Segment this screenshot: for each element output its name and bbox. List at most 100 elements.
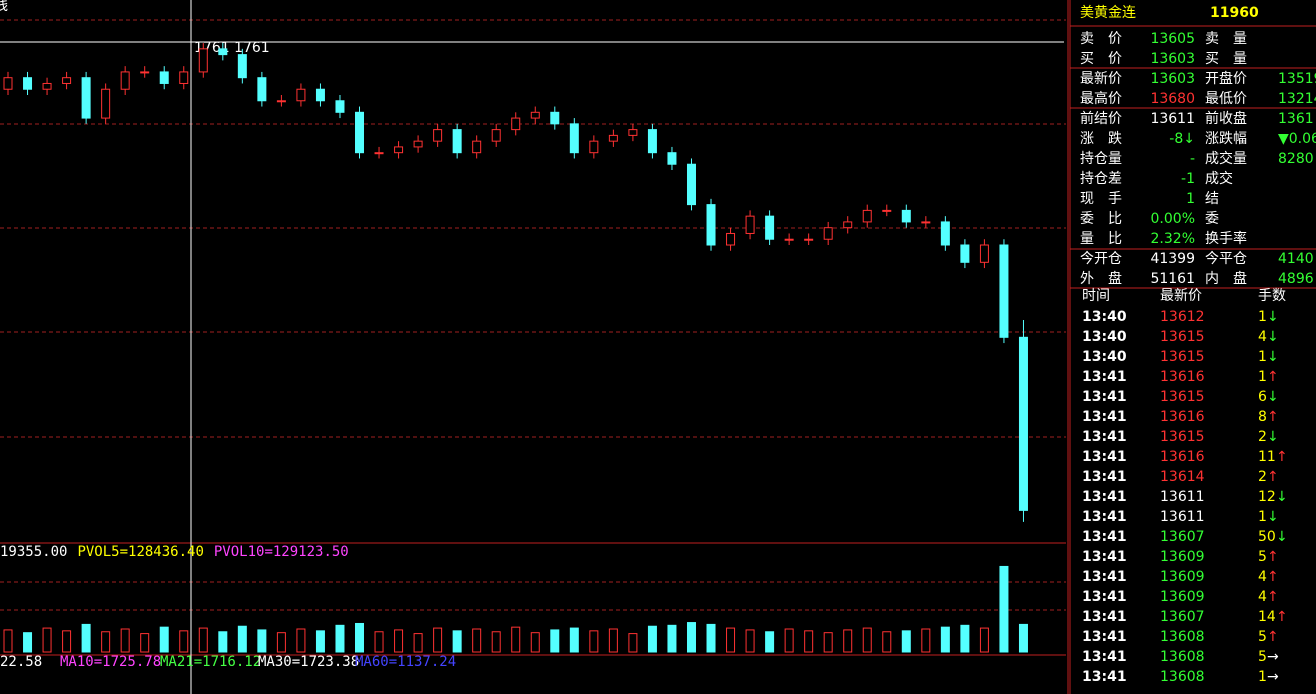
trade-qty: 11: [1258, 449, 1276, 465]
quote-label: 今平仓: [1205, 251, 1247, 267]
quote-value: 4140: [1278, 251, 1314, 267]
corner-label: 线: [0, 0, 8, 14]
quote-value: 13605: [1150, 31, 1195, 47]
quote-value: 13603: [1150, 51, 1195, 67]
candle-body: [589, 140, 599, 154]
candle-body: [882, 209, 892, 212]
quote-value: 13214: [1278, 91, 1316, 107]
candle-body: [843, 221, 853, 229]
volume-bar: [159, 626, 169, 653]
volume-bar: [530, 632, 540, 653]
trade-time: 13:41: [1082, 509, 1127, 525]
trade-time: 13:41: [1082, 369, 1127, 385]
quote-label: 买 量: [1205, 51, 1247, 67]
trade-time: 13:41: [1082, 569, 1127, 585]
candle-body: [62, 77, 72, 84]
candle-body: [784, 238, 794, 241]
quote-label: 成交量: [1205, 150, 1247, 167]
trade-qty: 4: [1258, 589, 1267, 605]
volume-label: PVOL5=128436.40: [77, 544, 203, 560]
candle-body: [530, 111, 540, 119]
trade-dir: ↑: [1267, 549, 1279, 565]
trade-dir: ↓: [1267, 349, 1279, 365]
quote-label: 成交: [1205, 170, 1233, 187]
candle-body: [765, 215, 775, 240]
trade-qty: 1: [1258, 369, 1267, 385]
volume-bar: [550, 629, 560, 653]
volume-bar: [862, 627, 872, 653]
candle-body: [433, 129, 443, 142]
candle-body: [628, 129, 638, 136]
quote-value: 13603: [1150, 71, 1195, 87]
quote-label: 卖 价: [1080, 31, 1122, 47]
trade-header: 时间: [1082, 288, 1110, 304]
trade-price: 13616: [1160, 369, 1205, 385]
candle-body: [335, 100, 345, 113]
candle-body: [374, 152, 384, 155]
quote-label: 今开仓: [1080, 251, 1122, 267]
trade-dir: ↑: [1276, 609, 1288, 625]
volume-bar: [296, 628, 306, 653]
trade-qty: 5: [1258, 629, 1267, 645]
volume-bar: [81, 623, 91, 653]
trade-price: 13612: [1160, 309, 1205, 325]
trade-time: 13:41: [1082, 629, 1127, 645]
trade-time: 13:41: [1082, 469, 1127, 485]
trade-qty: 1: [1258, 669, 1267, 685]
trade-time: 13:41: [1082, 649, 1127, 665]
quote-value: -: [1190, 151, 1195, 167]
trade-dir: ↓: [1267, 389, 1279, 405]
trade-time: 13:41: [1082, 489, 1127, 505]
trade-time: 13:41: [1082, 449, 1127, 465]
quote-value: 13611: [1150, 111, 1195, 127]
quote-label: 量 比: [1080, 231, 1122, 247]
candle-body: [159, 71, 169, 84]
trade-price: 13616: [1160, 409, 1205, 425]
quote-value: 1: [1186, 191, 1195, 207]
volume-bar: [491, 631, 501, 653]
trade-qty: 1: [1258, 309, 1267, 325]
quote-label: 卖 量: [1205, 31, 1247, 47]
trade-qty: 50: [1258, 529, 1276, 545]
candle-body: [81, 77, 91, 119]
volume-label: PVOL10=129123.50: [214, 544, 349, 560]
trade-time: 13:41: [1082, 529, 1127, 545]
trade-dir: ↑: [1267, 409, 1279, 425]
trade-time: 13:41: [1082, 589, 1127, 605]
trade-dir: ↑: [1267, 469, 1279, 485]
quote-label: 外 盘: [1080, 270, 1122, 287]
trade-dir: ↓: [1267, 309, 1279, 325]
trade-qty: 4: [1258, 569, 1267, 585]
candle-body: [901, 209, 911, 223]
trade-header: 手数: [1258, 288, 1286, 304]
trade-time: 13:40: [1082, 349, 1127, 365]
trade-time: 13:41: [1082, 549, 1127, 565]
trade-qty: 12: [1258, 489, 1276, 505]
volume-bar: [511, 626, 521, 653]
volume-bar: [62, 630, 72, 653]
trade-price: 13615: [1160, 429, 1205, 445]
volume-bar: [901, 630, 911, 653]
volume-bar: [276, 632, 286, 653]
trade-time: 13:41: [1082, 669, 1127, 685]
quote-label: 最低价: [1205, 91, 1247, 107]
volume-bar: [140, 633, 150, 653]
trade-price: 13611: [1160, 509, 1205, 525]
volume-bar: [355, 622, 365, 653]
trade-time: 13:41: [1082, 409, 1127, 425]
volume-bar: [960, 624, 970, 653]
volume-bar: [667, 624, 677, 653]
volume-bar: [1018, 623, 1028, 653]
volume-bar: [452, 630, 462, 653]
quote-label: 持仓量: [1080, 151, 1122, 167]
candle-body: [921, 221, 931, 224]
trade-dir: ↑: [1267, 569, 1279, 585]
volume-bar: [3, 629, 13, 653]
quote-label: 前收盘: [1205, 110, 1247, 127]
trade-dir: ↓: [1267, 429, 1279, 445]
trade-qty: 14: [1258, 609, 1276, 625]
trade-price: 13608: [1160, 669, 1205, 685]
candle-body: [686, 163, 696, 206]
volume-bar: [843, 629, 853, 653]
